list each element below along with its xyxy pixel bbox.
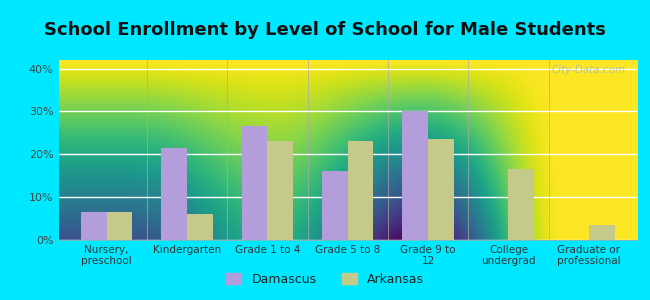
Bar <box>322 171 348 240</box>
Bar <box>348 141 374 240</box>
Bar <box>161 148 187 240</box>
Text: City-Data.com: City-Data.com <box>551 65 625 75</box>
Bar <box>107 212 133 240</box>
Legend: Damascus, Arkansas: Damascus, Arkansas <box>222 268 428 291</box>
Bar <box>402 111 428 240</box>
Bar <box>589 225 614 240</box>
Bar <box>242 126 267 240</box>
Bar <box>81 212 107 240</box>
Bar <box>187 214 213 240</box>
Bar <box>267 141 293 240</box>
Bar <box>508 169 534 240</box>
Text: School Enrollment by Level of School for Male Students: School Enrollment by Level of School for… <box>44 21 606 39</box>
Bar <box>428 139 454 240</box>
